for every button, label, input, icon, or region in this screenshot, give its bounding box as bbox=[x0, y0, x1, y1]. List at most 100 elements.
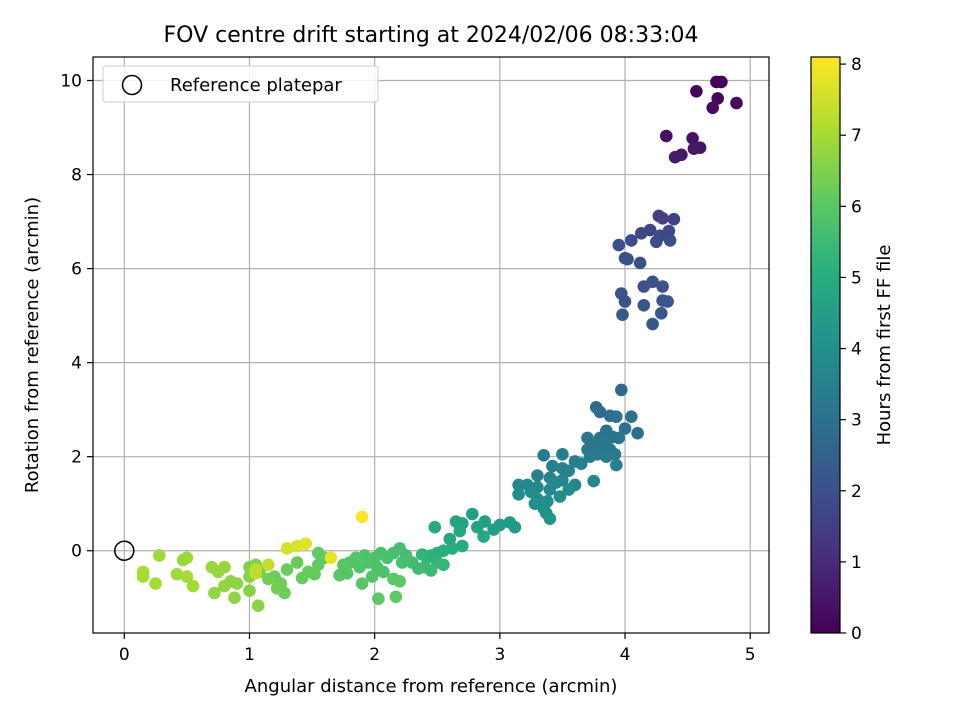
data-point bbox=[477, 530, 490, 543]
data-point bbox=[428, 520, 442, 534]
data-point bbox=[715, 75, 728, 89]
reference-platepar-marker bbox=[114, 540, 135, 561]
data-point bbox=[660, 129, 673, 143]
data-point bbox=[537, 449, 550, 462]
colorbar-tick-label: 0 bbox=[851, 624, 862, 644]
data-point bbox=[205, 560, 219, 574]
data-point bbox=[656, 212, 669, 225]
data-point bbox=[299, 537, 313, 550]
data-point bbox=[621, 252, 634, 266]
legend-marker-icon bbox=[121, 74, 143, 96]
data-point bbox=[686, 132, 699, 145]
data-point bbox=[633, 256, 647, 270]
data-point bbox=[453, 524, 467, 538]
data-point bbox=[208, 586, 221, 600]
data-point bbox=[663, 234, 677, 247]
data-point bbox=[593, 405, 607, 419]
data-point bbox=[546, 459, 559, 473]
data-point bbox=[395, 556, 409, 569]
data-point bbox=[583, 450, 597, 464]
data-point bbox=[136, 570, 150, 583]
legend-box bbox=[102, 65, 379, 103]
grid bbox=[93, 57, 769, 633]
data-point bbox=[424, 564, 438, 577]
x-tick-label: 5 bbox=[745, 645, 756, 665]
data-point bbox=[616, 308, 629, 322]
data-point bbox=[612, 431, 626, 445]
data-point bbox=[280, 542, 294, 555]
x-tick-label: 1 bbox=[244, 645, 255, 665]
plot-frame bbox=[92, 56, 770, 634]
data-point bbox=[625, 410, 638, 424]
data-point bbox=[186, 579, 200, 593]
colorbar-gradient bbox=[810, 56, 841, 634]
data-point bbox=[372, 592, 385, 605]
data-point bbox=[687, 142, 701, 155]
data-point bbox=[170, 567, 184, 581]
colorbar-tick-label: 1 bbox=[851, 553, 862, 573]
data-point bbox=[377, 565, 390, 579]
data-point bbox=[324, 551, 338, 565]
y-axis: 0 2 4 6 8 10 bbox=[60, 72, 93, 562]
data-point bbox=[618, 295, 632, 308]
data-point bbox=[355, 510, 369, 524]
data-point bbox=[180, 570, 194, 583]
data-point bbox=[631, 426, 644, 440]
data-point bbox=[389, 590, 403, 604]
y-tick-label: 4 bbox=[71, 354, 82, 374]
data-point bbox=[618, 422, 632, 435]
colorbar-tick-label: 8 bbox=[851, 55, 862, 75]
data-point bbox=[706, 101, 719, 115]
y-tick-label: 10 bbox=[60, 72, 82, 92]
colorbar-tick-label: 5 bbox=[851, 268, 862, 288]
x-tick-label: 4 bbox=[620, 645, 631, 665]
data-point bbox=[667, 212, 681, 226]
data-point bbox=[295, 571, 309, 585]
data-point bbox=[612, 238, 626, 252]
data-point bbox=[437, 558, 450, 572]
data-point bbox=[730, 96, 743, 110]
data-point bbox=[218, 579, 231, 593]
colorbar-label: Hours from first FF file bbox=[874, 245, 895, 446]
colorbar-tick-label: 4 bbox=[851, 340, 862, 360]
data-point bbox=[471, 520, 484, 534]
data-point bbox=[610, 410, 623, 424]
colorbar-tick-label: 3 bbox=[851, 411, 862, 431]
data-point bbox=[655, 307, 668, 320]
data-point bbox=[625, 234, 638, 247]
x-tick-label: 3 bbox=[494, 645, 505, 665]
data-point bbox=[365, 570, 379, 583]
data-point bbox=[553, 490, 567, 503]
data-point bbox=[270, 582, 284, 595]
data-point bbox=[290, 556, 304, 569]
data-point bbox=[262, 572, 275, 586]
data-point bbox=[656, 280, 669, 293]
colorbar: 0 1 2 3 4 5 6 7 8 Hours from first FF file bbox=[810, 55, 895, 644]
data-point bbox=[637, 299, 651, 312]
data-point bbox=[562, 483, 575, 496]
data-point bbox=[646, 317, 659, 331]
x-tick-label: 2 bbox=[369, 645, 380, 665]
x-tick-label: 0 bbox=[119, 645, 130, 665]
y-tick-label: 2 bbox=[71, 448, 82, 468]
data-point bbox=[149, 577, 162, 590]
data-point bbox=[456, 539, 469, 553]
data-point bbox=[668, 150, 682, 164]
data-point bbox=[512, 488, 525, 501]
data-point bbox=[355, 577, 369, 590]
legend-entry-reference-platepar: Reference platepar bbox=[170, 75, 342, 96]
data-point bbox=[333, 568, 346, 582]
colorbar-tick-label: 2 bbox=[851, 482, 862, 502]
data-point bbox=[228, 591, 241, 604]
data-point bbox=[608, 448, 622, 461]
data-point bbox=[615, 383, 628, 397]
data-point bbox=[574, 457, 588, 471]
colorbar-tick-label: 6 bbox=[851, 197, 862, 217]
data-point bbox=[312, 546, 325, 560]
y-axis-label: Rotation from reference (arcmin) bbox=[22, 197, 43, 493]
data-point bbox=[543, 512, 557, 525]
y-tick-label: 0 bbox=[71, 542, 82, 562]
data-point bbox=[587, 474, 600, 488]
data-point bbox=[661, 295, 674, 308]
